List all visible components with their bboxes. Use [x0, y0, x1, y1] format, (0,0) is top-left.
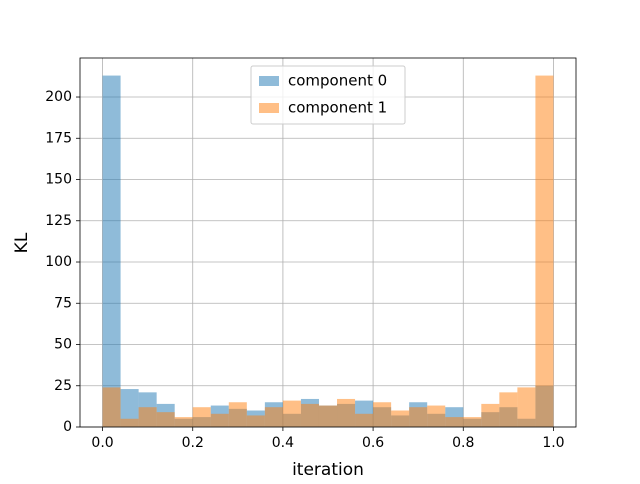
axes-frame — [79, 57, 577, 428]
legend-box — [250, 65, 406, 125]
y-axis-label: KL — [12, 232, 32, 253]
legend-swatch — [259, 103, 279, 113]
bar — [264, 407, 283, 427]
bar — [318, 405, 338, 427]
y-tick-label: 200 — [45, 89, 72, 105]
y-tick-label: 50 — [54, 337, 72, 353]
y-tick-label: 175 — [45, 130, 72, 146]
bar — [102, 387, 121, 427]
bar — [120, 389, 139, 427]
bar — [300, 403, 319, 427]
y-tick-label: 100 — [45, 254, 72, 270]
x-tick-label: 0.4 — [272, 435, 294, 451]
bar — [210, 413, 229, 427]
x-tick-label: 0.8 — [452, 435, 474, 451]
legend-label: component 1 — [288, 99, 387, 117]
bar — [481, 403, 500, 427]
bar — [499, 392, 518, 427]
bar — [156, 412, 175, 427]
y-tick-label: 75 — [54, 295, 72, 311]
x-tick-label: 0.6 — [362, 435, 384, 451]
bar — [409, 407, 428, 427]
bar — [174, 417, 193, 427]
y-tick-label: 25 — [54, 378, 72, 394]
legend-label: component 0 — [288, 72, 387, 90]
bar — [517, 387, 536, 427]
bar — [120, 418, 139, 427]
bar — [535, 75, 554, 428]
bar — [246, 415, 265, 427]
y-tick-label: 150 — [45, 172, 72, 188]
bar — [391, 410, 410, 427]
bar — [373, 402, 392, 427]
bar — [282, 400, 301, 427]
bar — [337, 398, 356, 427]
x-axis-label: iteration — [292, 460, 364, 480]
bar — [192, 407, 211, 427]
x-tick-label: 1.0 — [542, 435, 564, 451]
bar — [228, 402, 247, 427]
bar — [102, 75, 121, 428]
bar — [138, 407, 157, 427]
bar — [445, 417, 464, 427]
bar — [427, 405, 446, 427]
legend-swatch — [259, 76, 279, 86]
y-tick-label: 125 — [45, 213, 72, 229]
x-tick-label: 0.0 — [91, 435, 113, 451]
x-tick-label: 0.2 — [182, 435, 204, 451]
bar — [355, 413, 374, 427]
y-tick-label: 0 — [63, 419, 72, 435]
bar — [463, 417, 482, 427]
